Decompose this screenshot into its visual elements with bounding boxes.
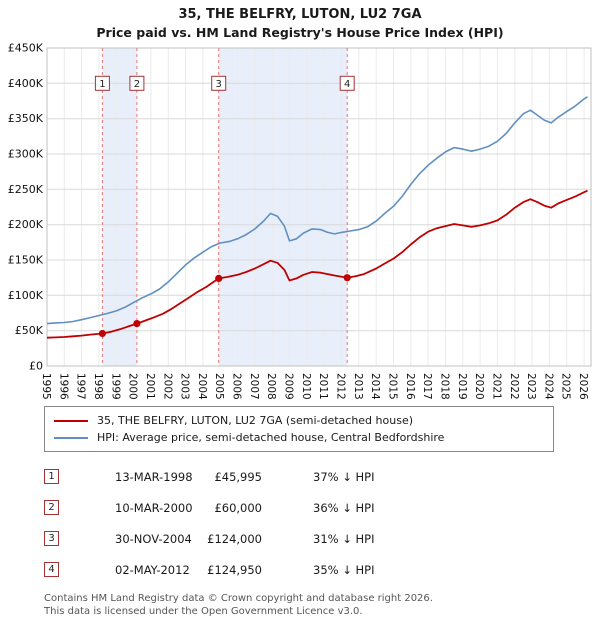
svg-text:£250K: £250K <box>8 183 44 196</box>
transaction-number-badge: 4 <box>44 562 59 577</box>
svg-text:2001: 2001 <box>144 373 156 400</box>
svg-text:2025: 2025 <box>560 373 572 400</box>
hpi-line-swatch <box>54 436 88 439</box>
legend-item-property: 35, THE BELFRY, LUTON, LU2 7GA (semi-det… <box>54 412 544 429</box>
transaction-price: £124,950 <box>207 562 262 577</box>
footer-line-1: Contains HM Land Registry data © Crown c… <box>44 593 433 604</box>
transaction-number-badge: 3 <box>44 531 59 546</box>
price-history-chart: £0 £50K £100K £150K £200K £250K £300K £350K £400… <box>8 42 592 400</box>
transaction-date: 30-NOV-2004 <box>115 531 192 546</box>
svg-text:£450K: £450K <box>8 42 44 55</box>
transaction-hpi-delta: 35% ↓ HPI <box>313 562 375 577</box>
chart-header: 35, THE BELFRY, LUTON, LU2 7GA Price pai… <box>0 0 600 40</box>
svg-text:2015: 2015 <box>387 373 399 400</box>
svg-text:1999: 1999 <box>109 373 121 400</box>
svg-text:2023: 2023 <box>525 373 537 400</box>
svg-text:£350K: £350K <box>8 112 44 125</box>
transaction-hpi-delta: 36% ↓ HPI <box>313 500 375 515</box>
svg-text:1996: 1996 <box>57 373 69 400</box>
svg-text:2011: 2011 <box>317 373 329 400</box>
transaction-price: £60,000 <box>214 500 262 515</box>
svg-text:1995: 1995 <box>40 373 52 400</box>
svg-text:2016: 2016 <box>404 373 416 400</box>
transaction-hpi-delta: 37% ↓ HPI <box>313 469 375 484</box>
property-line-swatch <box>54 419 88 422</box>
svg-text:£400K: £400K <box>8 77 44 90</box>
svg-text:2009: 2009 <box>283 373 295 400</box>
svg-text:1998: 1998 <box>92 373 104 400</box>
transaction-row: 4 02-MAY-2012 £124,950 35% ↓ HPI <box>44 559 600 580</box>
svg-text:£150K: £150K <box>8 254 44 267</box>
svg-text:2006: 2006 <box>231 373 243 400</box>
svg-text:£300K: £300K <box>8 148 44 161</box>
legend-item-hpi: HPI: Average price, semi-detached house,… <box>54 429 544 446</box>
svg-text:2002: 2002 <box>161 373 173 400</box>
svg-text:2012: 2012 <box>335 373 347 400</box>
svg-text:4: 4 <box>344 79 350 90</box>
svg-text:2: 2 <box>134 79 140 90</box>
legend: 35, THE BELFRY, LUTON, LU2 7GA (semi-det… <box>44 406 554 452</box>
svg-text:1997: 1997 <box>75 373 87 400</box>
legend-label-property: 35, THE BELFRY, LUTON, LU2 7GA (semi-det… <box>97 414 413 427</box>
svg-text:£200K: £200K <box>8 218 44 231</box>
svg-text:3: 3 <box>216 79 222 90</box>
transactions-table: 1 13-MAR-1998 £45,995 37% ↓ HPI 2 10-MAR… <box>0 466 600 580</box>
transaction-price: £124,000 <box>207 531 262 546</box>
svg-text:2022: 2022 <box>508 373 520 400</box>
page-title: 35, THE BELFRY, LUTON, LU2 7GA <box>178 7 422 22</box>
transaction-row: 2 10-MAR-2000 £60,000 36% ↓ HPI <box>44 497 600 518</box>
svg-text:2005: 2005 <box>213 373 225 400</box>
svg-text:1: 1 <box>99 79 105 90</box>
svg-text:2014: 2014 <box>369 373 381 400</box>
svg-text:2010: 2010 <box>300 373 312 400</box>
svg-text:2018: 2018 <box>439 373 451 400</box>
svg-text:£0: £0 <box>29 360 43 373</box>
svg-text:2013: 2013 <box>352 373 364 400</box>
svg-text:2026: 2026 <box>577 373 589 400</box>
transaction-price: £45,995 <box>214 469 262 484</box>
transaction-date: 10-MAR-2000 <box>115 500 193 515</box>
svg-text:2003: 2003 <box>179 373 191 400</box>
svg-text:2024: 2024 <box>542 373 554 400</box>
svg-text:2021: 2021 <box>490 373 502 400</box>
svg-text:£50K: £50K <box>15 324 44 337</box>
transaction-row: 3 30-NOV-2004 £124,000 31% ↓ HPI <box>44 528 600 549</box>
svg-text:2017: 2017 <box>421 373 433 400</box>
svg-text:£100K: £100K <box>8 289 44 302</box>
page-subtitle: Price paid vs. HM Land Registry's House … <box>96 25 504 40</box>
transaction-hpi-delta: 31% ↓ HPI <box>313 531 375 546</box>
legend-label-hpi: HPI: Average price, semi-detached house,… <box>97 431 445 444</box>
transaction-date: 02-MAY-2012 <box>115 562 190 577</box>
transaction-date: 13-MAR-1998 <box>115 469 193 484</box>
transaction-row: 1 13-MAR-1998 £45,995 37% ↓ HPI <box>44 466 600 487</box>
svg-text:2007: 2007 <box>248 373 260 400</box>
license-footer: Contains HM Land Registry data © Crown c… <box>44 592 600 618</box>
transaction-number-badge: 2 <box>44 500 59 515</box>
transaction-number-badge: 1 <box>44 469 59 484</box>
svg-text:2008: 2008 <box>265 373 277 400</box>
footer-line-2: This data is licensed under the Open Gov… <box>44 606 363 617</box>
svg-text:2004: 2004 <box>196 373 208 400</box>
svg-text:2000: 2000 <box>127 373 139 400</box>
svg-text:2019: 2019 <box>456 373 468 400</box>
svg-text:2020: 2020 <box>473 373 485 400</box>
